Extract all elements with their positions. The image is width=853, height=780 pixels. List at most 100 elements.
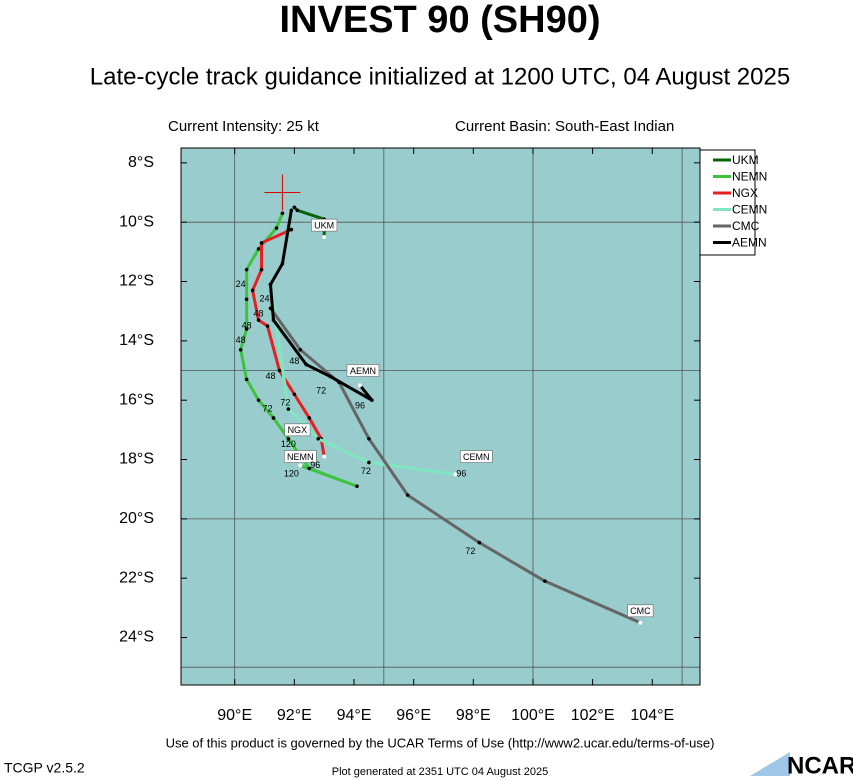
track-point [295,208,300,213]
track-point [277,368,282,373]
basin: Current Basin: South-East Indian [455,118,674,135]
track-point [256,318,261,322]
track-point [256,247,261,251]
track-point [259,267,264,272]
track-point [543,579,547,583]
track-point [244,297,249,302]
generated: Plot generated at 2351 UTC 04 August 202… [332,766,549,778]
track-point [357,383,362,388]
track-point [477,540,482,545]
x-tick-label: 94°E [337,707,372,724]
track-line [269,307,641,625]
hour-label: 72 [465,546,475,556]
hour-label: 24 [236,279,246,289]
footer: Use of this product is governed by the U… [166,735,715,750]
track-tag: NEMN [287,452,314,462]
track-point [298,347,303,352]
x-tick-label: 98°E [456,707,491,724]
hour-label: 48 [254,309,264,319]
y-tick-label: 16°S [119,391,154,408]
hour-label: 120 [284,469,299,479]
map-frame [180,147,701,686]
hour-label: 48 [265,371,275,381]
y-tick-label: 12°S [119,273,154,290]
track-point [271,416,276,420]
version: TCGP v2.5.2 [4,760,85,776]
track-point [355,484,359,489]
track-tag: CEMN [463,452,490,462]
x-tick-label: 92°E [277,707,312,724]
x-tick-label: 100°E [511,707,555,724]
legend: UKM NEMN NGX CEMN CMC AEMN [699,149,767,256]
hour-label: 96 [456,469,466,479]
track-point [453,472,458,477]
y-tick-label: 8°S [128,154,154,171]
track-point [280,211,285,216]
track-line [239,212,359,488]
track-tag: UKM [314,221,334,231]
x-tick-label: 90°E [217,707,252,724]
track-line [268,210,374,402]
map-background [181,148,700,685]
track-point [328,374,332,379]
track-point [298,463,303,468]
legend-label: AEMN [732,236,767,250]
track-point [256,398,261,402]
y-tick-label: 10°S [119,213,154,230]
x-tick-label: 96°E [396,707,431,724]
hour-label: 48 [289,356,299,366]
track-tag-box [346,364,380,377]
track-point [367,460,371,465]
legend-label: CMC [732,219,760,233]
track-point [274,226,279,230]
hour-label: 72 [316,386,326,396]
track-point [367,436,371,441]
track-tag: AEMN [350,366,376,376]
hour-label: 96 [310,460,320,470]
track-point [238,347,243,352]
hour-label: 24 [260,294,270,304]
y-tick-label: 24°S [119,629,154,646]
track-tag-box [627,604,654,618]
legend-label: UKM [732,153,759,167]
track-point [307,416,312,420]
track-point [244,267,249,272]
intensity: Current Intensity: 25 kt [168,118,320,135]
track-point [292,392,297,397]
track-point [268,282,273,287]
x-tick-label: 102°E [571,707,615,724]
track-point [271,318,276,322]
logo-mark [750,752,790,776]
track-point [638,620,643,625]
track-point [286,436,291,441]
track-point [304,362,309,367]
track-point [316,436,321,441]
track-point [322,235,327,240]
track-point [250,288,255,293]
track-point [244,377,249,382]
track-point [307,466,312,471]
chart-title: INVEST 90 (SH90) [280,0,601,41]
track-tag-box [284,423,311,437]
track-point [405,493,410,497]
track-point [289,227,294,232]
current-position [264,174,301,211]
track-tag: CMC [630,606,651,616]
hour-label: 72 [280,398,290,408]
y-tick-label: 18°S [119,451,154,468]
track-point [244,327,249,331]
hour-label: 48 [242,320,252,330]
y-tick-label: 14°S [119,332,154,349]
track-point [265,324,270,328]
x-tick-label: 104°E [630,707,674,724]
hour-label: 120 [281,439,296,449]
y-tick-label: 20°S [119,510,154,527]
track-tag: NGX [288,425,308,435]
chart-subtitle: Late-cycle track guidance initialized at… [90,63,790,90]
track-tag-box [284,450,317,463]
logo: NCAR [750,752,853,779]
track-point [370,398,374,402]
track-point [259,241,264,245]
hour-label: 96 [355,400,365,410]
track-tag-box [459,450,493,463]
